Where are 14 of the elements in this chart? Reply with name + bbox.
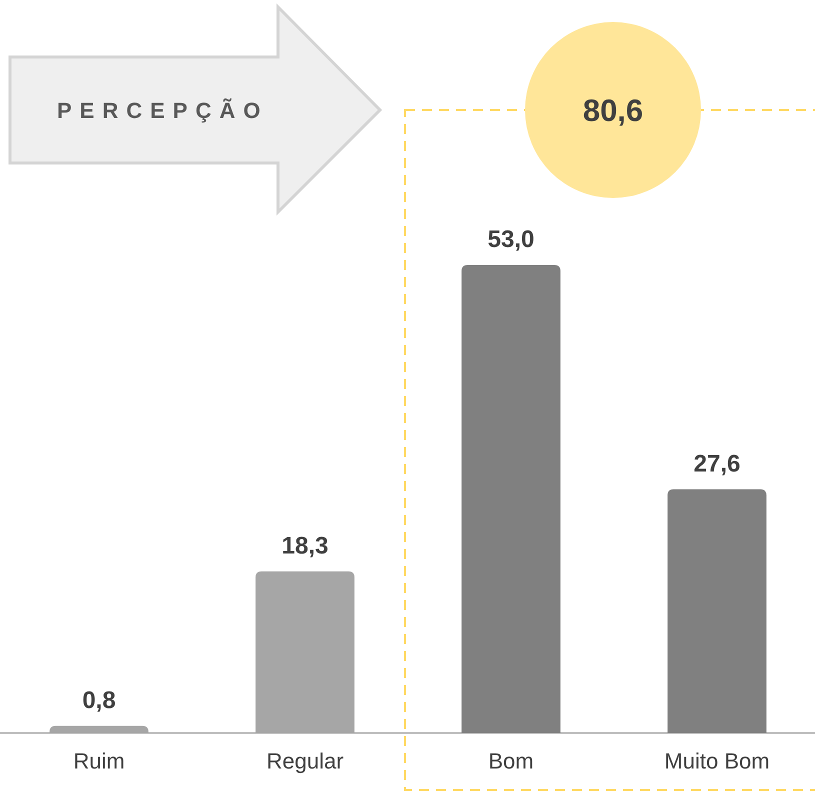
bar [668, 489, 766, 733]
bar [462, 265, 560, 733]
bar [256, 571, 354, 733]
data-label: 27,6 [694, 450, 740, 478]
x-tick-label: Muito Bom [664, 748, 770, 774]
data-label: 53,0 [488, 226, 534, 253]
data-label: 0,8 [82, 686, 116, 714]
chart-title: PERCEPÇÃO [57, 98, 268, 123]
text: 80,6 [582, 93, 644, 128]
x-tick-label: Regular [266, 748, 344, 774]
data-label: 18,3 [282, 532, 328, 560]
x-tick-label: Bom [488, 748, 534, 774]
x-tick-label: Ruim [73, 748, 125, 774]
bar [50, 726, 148, 733]
